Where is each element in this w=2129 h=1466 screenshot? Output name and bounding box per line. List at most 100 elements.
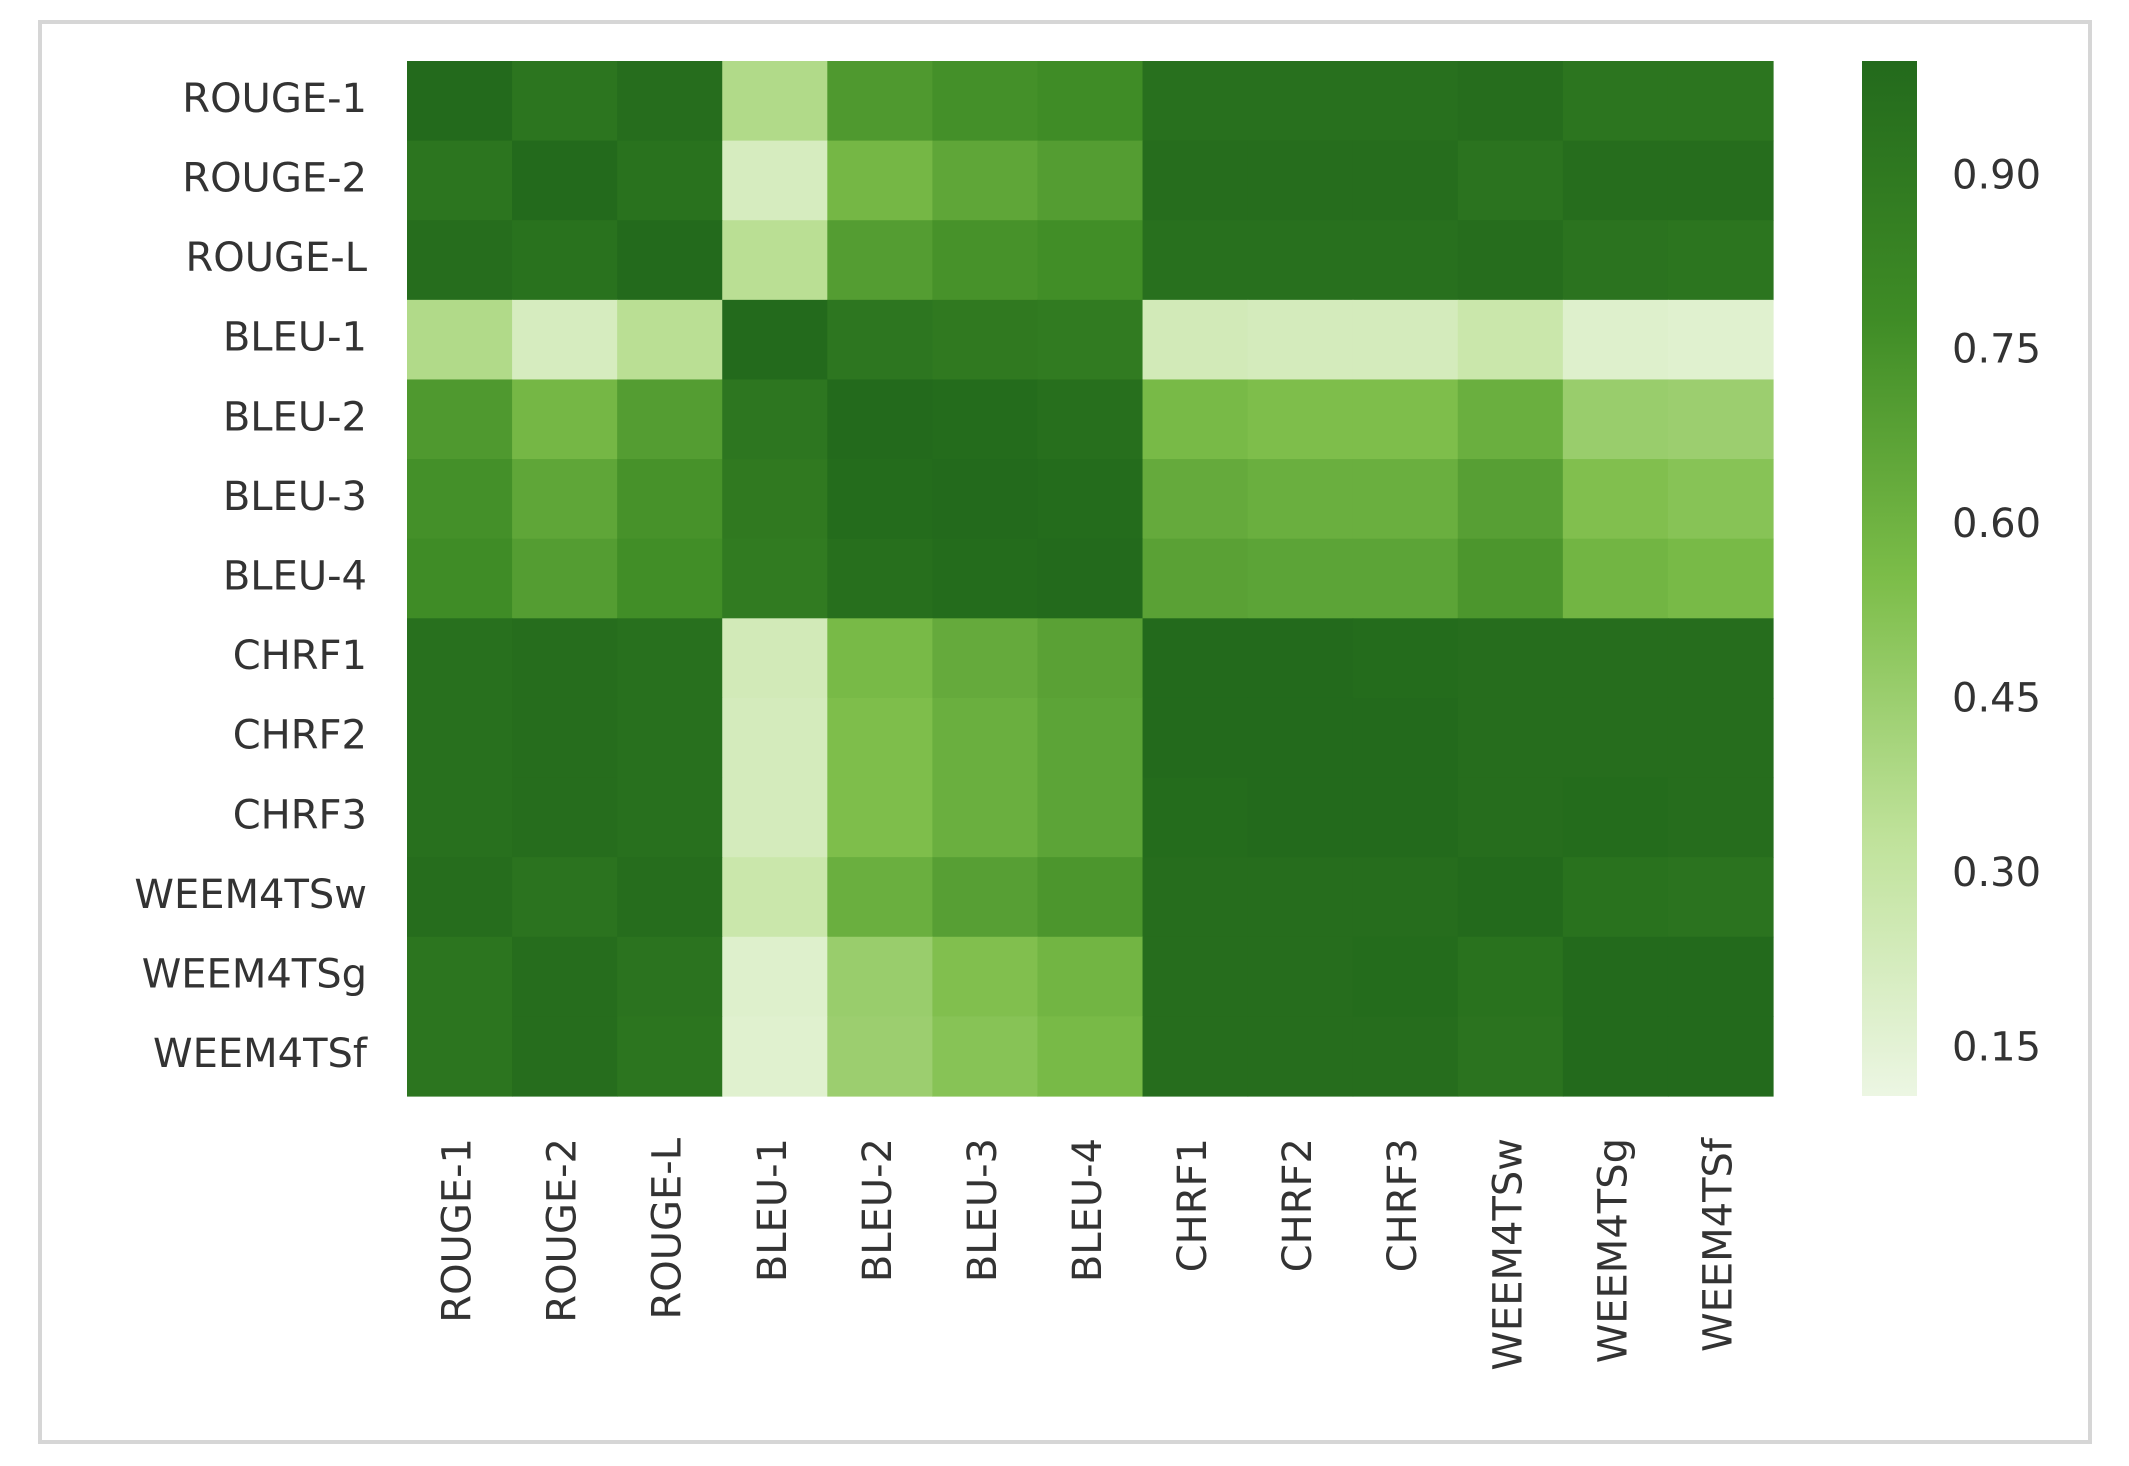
x-tick-label: BLEU-4	[1065, 1138, 1111, 1282]
heatmap-cell	[1562, 220, 1669, 301]
y-tick-label: CHRF2	[233, 713, 367, 759]
heatmap-cell	[1037, 538, 1144, 619]
heatmap-cell	[1352, 936, 1459, 1017]
y-tick-label: ROUGE-1	[182, 76, 367, 122]
x-tick-label: WEEM4TSg	[1590, 1138, 1636, 1363]
heatmap-cell	[617, 459, 723, 540]
colorbar	[1862, 61, 1917, 1096]
y-tick-label: BLEU-2	[223, 394, 367, 440]
heatmap-cell	[722, 936, 828, 1017]
heatmap-cell	[407, 936, 513, 1017]
heatmap-cell	[407, 459, 513, 540]
heatmap-cell	[1667, 140, 1774, 221]
heatmap-cell	[1247, 459, 1354, 540]
heatmap-cell	[1037, 220, 1144, 301]
heatmap-cell	[407, 61, 513, 142]
heatmap-cell	[1457, 697, 1564, 779]
heatmap-cell	[617, 618, 723, 699]
heatmap-cell	[512, 936, 618, 1017]
heatmap-cell	[407, 140, 513, 221]
heatmap-cell	[1457, 299, 1564, 381]
heatmap-cell	[1247, 299, 1354, 381]
heatmap-cell	[722, 618, 828, 699]
heatmap-cell	[617, 220, 723, 301]
heatmap-cell	[1352, 299, 1459, 381]
heatmap-cell	[1457, 936, 1564, 1017]
heatmap-cell	[1562, 857, 1669, 938]
heatmap-cell	[617, 1016, 723, 1097]
heatmap-cell	[1037, 140, 1144, 221]
y-tick-label: ROUGE-L	[185, 235, 367, 281]
heatmap-cell	[617, 61, 723, 142]
heatmap-cell	[722, 220, 828, 301]
colorbar-tick-label: 0.30	[1952, 850, 2041, 896]
heatmap-cell	[1037, 459, 1144, 540]
heatmap-cell	[722, 379, 828, 460]
heatmap-cell	[1667, 220, 1774, 301]
heatmap-cell	[512, 1016, 618, 1097]
heatmap-cell	[407, 299, 513, 381]
x-tick-label: BLEU-3	[960, 1138, 1006, 1282]
heatmap-cell	[827, 857, 933, 938]
heatmap-cell	[1352, 538, 1459, 619]
heatmap-cell	[1142, 618, 1249, 699]
y-tick-label: CHRF3	[233, 792, 367, 838]
heatmap-cell	[1667, 936, 1774, 1017]
heatmap-cell	[722, 538, 828, 619]
heatmap-cell	[1667, 299, 1774, 381]
heatmap-cell	[1142, 220, 1249, 301]
heatmap-cell	[1562, 299, 1669, 381]
heatmap-cell	[1247, 61, 1354, 142]
heatmap-cell	[1562, 140, 1669, 221]
colorbar-tick-label: 0.60	[1952, 501, 2041, 547]
heatmap-cell	[1142, 459, 1249, 540]
heatmap-cell	[407, 1016, 513, 1097]
heatmap-cell	[1247, 618, 1354, 699]
heatmap-cell	[407, 857, 513, 938]
heatmap-cell	[932, 299, 1039, 381]
heatmap-cell	[407, 697, 513, 779]
heatmap-cell	[827, 777, 933, 858]
heatmap-cell	[617, 777, 723, 858]
heatmap-cell	[1037, 777, 1144, 858]
heatmap-cell	[1352, 459, 1459, 540]
heatmap-cell	[1037, 857, 1144, 938]
heatmap-cell	[932, 61, 1039, 142]
heatmap-cell	[512, 459, 618, 540]
heatmap-cell	[932, 618, 1039, 699]
heatmap-cell	[1457, 538, 1564, 619]
y-tick-label: WEEM4TSg	[142, 952, 367, 998]
heatmap-cell	[1142, 140, 1249, 221]
y-tick-label: BLEU-4	[223, 554, 367, 600]
heatmap-cell	[617, 936, 723, 1017]
heatmap-cell	[932, 777, 1039, 858]
heatmap-cell	[1037, 936, 1144, 1017]
heatmap-cell	[1667, 1016, 1774, 1097]
heatmap-cell	[1457, 459, 1564, 540]
heatmap-cell	[512, 220, 618, 301]
heatmap-cell	[1562, 538, 1669, 619]
heatmap-cell	[512, 299, 618, 381]
heatmap-cell	[932, 140, 1039, 221]
y-tick-label: WEEM4TSw	[134, 872, 367, 918]
heatmap-cell	[617, 697, 723, 779]
heatmap-cell	[1352, 379, 1459, 460]
heatmap-cell	[407, 379, 513, 460]
heatmap-cell	[1562, 618, 1669, 699]
heatmap-cell	[1457, 857, 1564, 938]
heatmap-cell	[1037, 697, 1144, 779]
heatmap-cell	[407, 777, 513, 858]
heatmap-cell	[722, 61, 828, 142]
heatmap-cell	[512, 777, 618, 858]
y-tick-label: BLEU-1	[223, 315, 367, 361]
heatmap-cell	[1352, 857, 1459, 938]
heatmap-cell	[1142, 1016, 1249, 1097]
heatmap-cell	[1667, 379, 1774, 460]
heatmap-cell	[827, 538, 933, 619]
heatmap-cell	[407, 618, 513, 699]
heatmap-cell	[1142, 379, 1249, 460]
heatmap-cell	[512, 61, 618, 142]
x-tick-label: ROUGE-L	[645, 1137, 691, 1319]
heatmap-cell	[1037, 299, 1144, 381]
heatmap-cell	[1037, 1016, 1144, 1097]
